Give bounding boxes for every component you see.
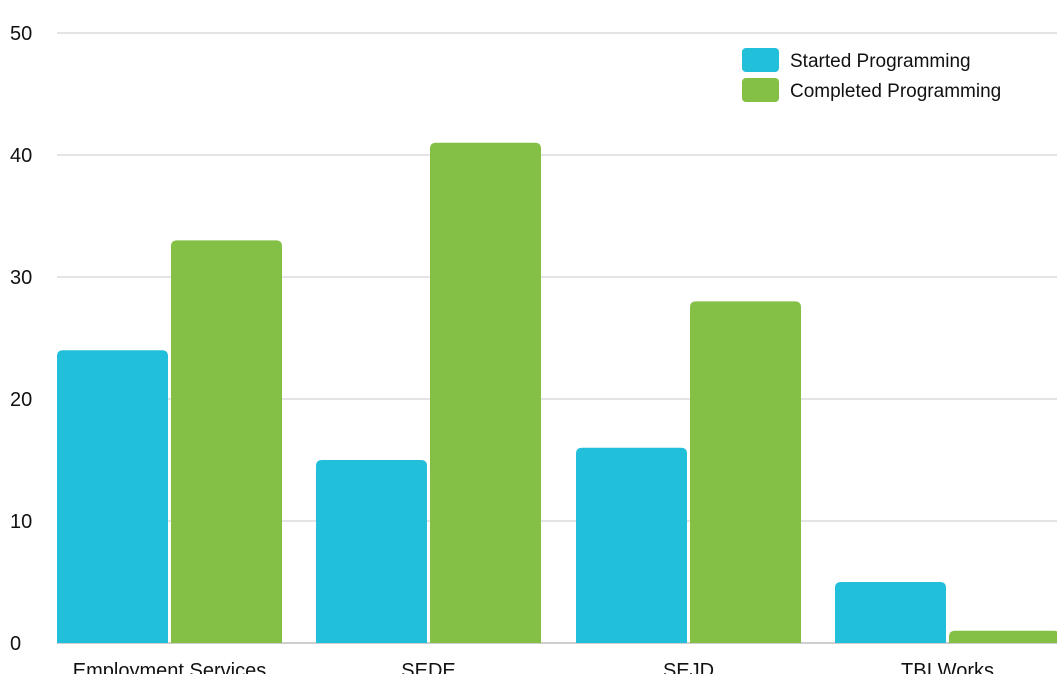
bar-completed-0 [171, 240, 282, 643]
y-tick-label: 30 [10, 267, 32, 289]
x-category-label: SEDE [401, 660, 455, 674]
x-category-label: Employment Services [73, 660, 266, 674]
bar-completed-3 [949, 630, 1057, 643]
legend-label-started: Started Programming [790, 51, 971, 72]
bar-started-0 [57, 350, 168, 643]
x-category-label: SEJD [663, 660, 714, 674]
y-tick-label: 20 [10, 389, 32, 411]
legend-swatch-started [742, 48, 779, 72]
bar-completed-2 [690, 301, 801, 643]
y-tick-label: 0 [10, 633, 21, 655]
legend-swatch-completed [742, 78, 779, 102]
y-tick-label: 10 [10, 511, 32, 533]
bar-completed-1 [430, 142, 541, 644]
bar-started-1 [316, 460, 427, 643]
legend-label-completed: Completed Programming [790, 81, 1001, 102]
legend: Started Programming Completed Programming [742, 48, 1001, 102]
x-category-label: TBI Works [901, 660, 994, 674]
y-tick-label: 50 [10, 23, 32, 45]
bar-started-3 [835, 582, 946, 643]
y-tick-label: 40 [10, 145, 32, 167]
bar-started-2 [576, 447, 687, 643]
y-axis-ticks: 0 10 20 30 40 50 [10, 23, 32, 655]
bars [57, 142, 1057, 644]
x-axis-labels: Employment Services SEDE SEJD TBI Works [73, 660, 994, 674]
